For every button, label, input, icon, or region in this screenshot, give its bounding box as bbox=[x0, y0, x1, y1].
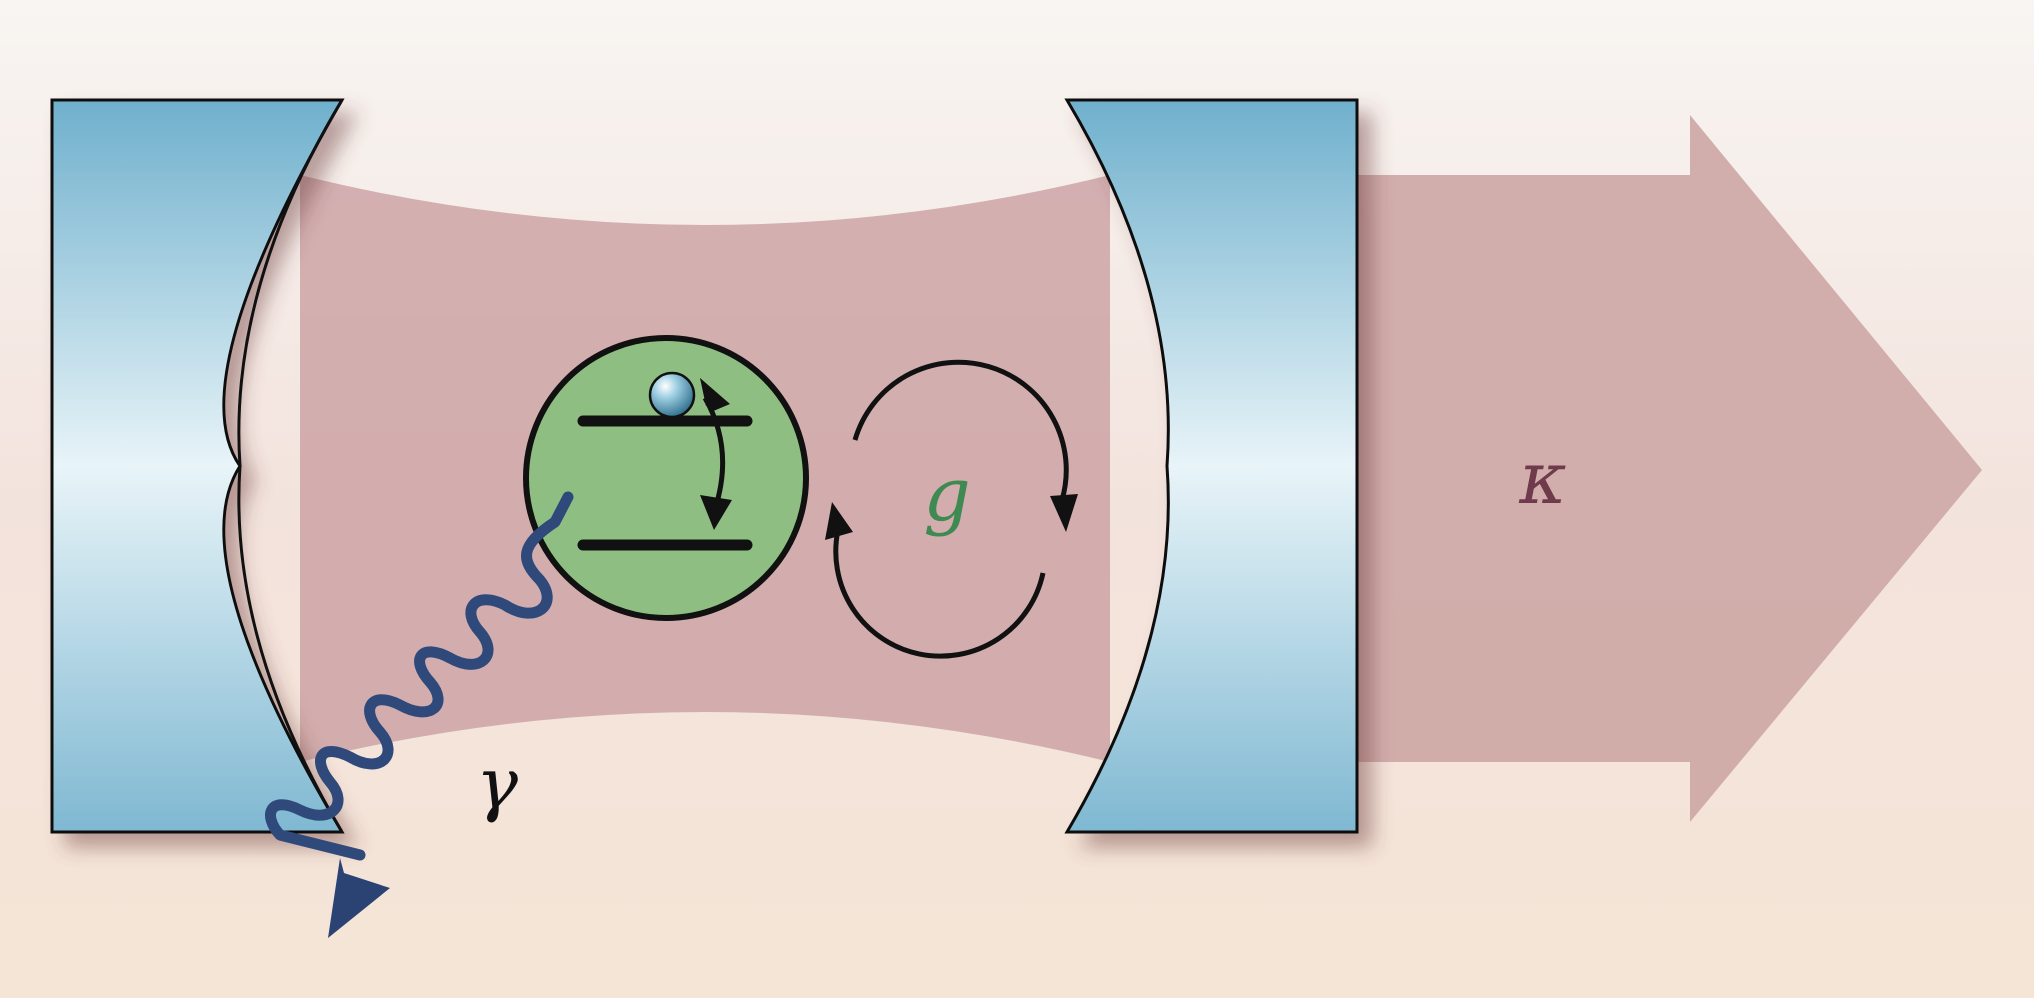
coupling-cycle-arrows bbox=[825, 359, 1078, 659]
right-mirror bbox=[1064, 98, 1359, 834]
two-level-atom bbox=[523, 335, 809, 621]
kappa-label: κ bbox=[1518, 436, 1566, 520]
emitted-photon bbox=[265, 491, 574, 938]
output-beam-arrow bbox=[1340, 115, 1982, 822]
coupling-label: g bbox=[923, 452, 970, 538]
electron bbox=[648, 371, 696, 419]
photon-arrow-head bbox=[328, 858, 390, 938]
gamma-label: γ bbox=[476, 743, 518, 825]
